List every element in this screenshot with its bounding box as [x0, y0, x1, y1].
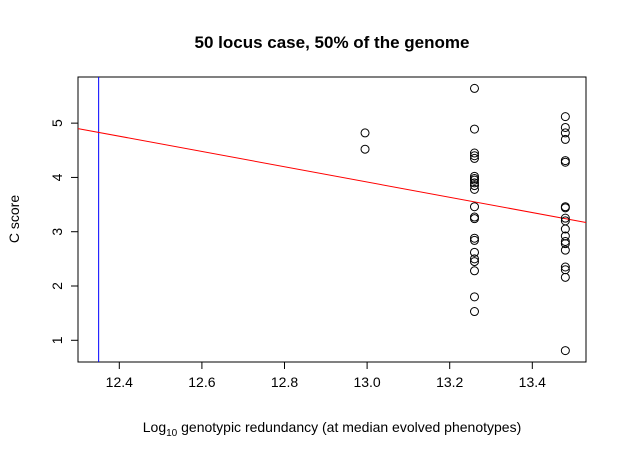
data-points — [360, 83, 570, 356]
x-tick-label: 12.6 — [188, 374, 215, 390]
x-tick-label: 12.4 — [106, 374, 133, 390]
data-point — [469, 254, 479, 264]
y-tick-label: 5 — [49, 119, 65, 127]
x-tick-label: 13.4 — [519, 374, 546, 390]
data-point — [469, 202, 479, 212]
data-point — [469, 233, 479, 243]
data-point — [560, 262, 570, 272]
data-point — [469, 175, 479, 185]
y-tick-label: 4 — [49, 173, 65, 181]
x-tick-label: 13.0 — [353, 374, 380, 390]
data-point — [360, 144, 370, 154]
x-tick-label: 13.2 — [436, 374, 463, 390]
data-point — [560, 112, 570, 122]
x-axis: 12.4 12.6 12.8 13.0 13.2 13.4 — [106, 362, 546, 390]
data-point — [560, 239, 570, 249]
data-point — [469, 266, 479, 276]
data-point — [469, 292, 479, 302]
x-axis-label-subscript: 10 — [166, 428, 178, 439]
data-point — [469, 307, 479, 317]
y-axis: 1 2 3 4 5 — [49, 119, 78, 344]
data-point — [469, 178, 479, 188]
data-point — [560, 134, 570, 144]
data-point — [469, 83, 479, 93]
data-point — [560, 224, 570, 234]
y-tick-label: 2 — [49, 282, 65, 290]
data-point — [469, 184, 479, 194]
regression-line — [77, 128, 587, 223]
chart-title: 50 locus case, 50% of the genome — [195, 33, 470, 52]
data-point — [469, 124, 479, 134]
data-point — [560, 203, 570, 213]
data-point — [560, 346, 570, 356]
data-point — [469, 247, 479, 257]
reference-lines — [77, 77, 587, 362]
x-axis-label: Log10 genotypic redundancy (at median ev… — [143, 419, 521, 439]
data-point — [469, 151, 479, 161]
data-point — [469, 235, 479, 245]
data-point — [560, 157, 570, 167]
x-axis-label-log: Log — [143, 419, 166, 435]
x-axis-label-rest: genotypic redundancy (at median evolved … — [177, 419, 521, 435]
y-tick-label: 3 — [49, 228, 65, 236]
y-tick-label: 1 — [49, 336, 65, 344]
y-axis-label: C score — [6, 195, 22, 243]
data-point — [560, 122, 570, 132]
data-point — [560, 128, 570, 138]
data-point — [469, 148, 479, 158]
data-point — [469, 153, 479, 163]
data-point — [560, 272, 570, 282]
plot-frame — [77, 76, 587, 363]
data-point — [560, 213, 570, 223]
data-point — [560, 236, 570, 246]
data-point — [469, 181, 479, 191]
data-point — [360, 128, 370, 138]
data-point — [469, 171, 479, 181]
data-point — [469, 257, 479, 267]
x-tick-label: 12.8 — [271, 374, 298, 390]
data-point — [560, 245, 570, 255]
data-point — [469, 214, 479, 224]
